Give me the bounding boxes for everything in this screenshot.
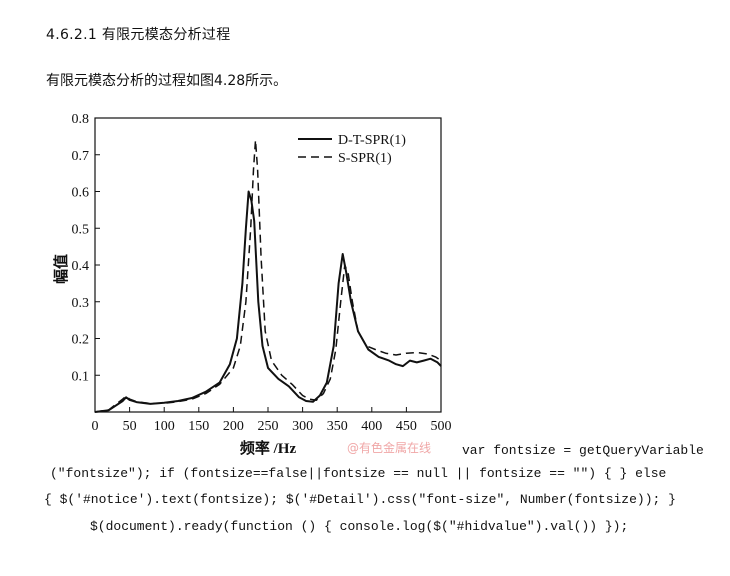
y-tick-label: 0.4 <box>72 259 90 274</box>
code-line-3: { $('#notice').text(fontsize); $('#Detai… <box>44 492 676 507</box>
y-tick-label: 0.5 <box>72 222 90 237</box>
legend-label-dtspr: D-T-SPR(1) <box>338 133 406 148</box>
y-tick-label: 0.8 <box>72 112 90 127</box>
section-heading: 4.6.2.1 有限元模态分析过程 <box>46 27 231 43</box>
x-axis-ticks: 0 50 100 150 200 250 300 350 400 450 500 <box>92 407 452 434</box>
y-axis-ticks: 0.1 0.2 0.3 0.4 0.5 0.6 0.7 0.8 <box>72 112 100 384</box>
x-tick-label: 500 <box>431 419 452 434</box>
x-tick-label: 0 <box>92 419 99 434</box>
x-tick-label: 150 <box>188 419 209 434</box>
x-tick-label: 50 <box>123 419 137 434</box>
x-tick-label: 450 <box>396 419 417 434</box>
y-tick-label: 0.2 <box>72 333 90 348</box>
legend-label-sspr: S-SPR(1) <box>338 151 392 166</box>
series-line-1 <box>94 190 442 413</box>
y-tick-label: 0.7 <box>72 149 90 164</box>
intro-paragraph: 有限元模态分析的过程如图4.28所示。 <box>46 73 288 89</box>
amplitude-frequency-chart: 0 50 100 150 200 250 300 350 400 450 500 0.1 0.2 0.3… <box>52 112 452 457</box>
series-line-2 <box>94 139 442 413</box>
y-axis-label: 幅值 <box>52 254 70 284</box>
y-tick-label: 0.3 <box>72 296 90 311</box>
x-tick-label: 200 <box>223 419 244 434</box>
watermark: @有色金属在线 <box>347 441 432 455</box>
y-tick-label: 0.6 <box>72 186 90 201</box>
series-layer <box>94 139 442 413</box>
x-tick-label: 250 <box>258 419 279 434</box>
y-tick-label: 0.1 <box>72 369 90 384</box>
code-line-4: $(document).ready(function () { console.… <box>90 519 629 534</box>
x-axis-label: 频率 /Hz <box>240 439 297 457</box>
legend: D-T-SPR(1) S-SPR(1) <box>298 133 406 166</box>
x-tick-label: 400 <box>361 419 382 434</box>
x-tick-label: 350 <box>327 419 348 434</box>
x-tick-label: 100 <box>154 419 175 434</box>
code-line-2: ("fontsize"); if (fontsize==false||fonts… <box>50 466 667 481</box>
x-tick-label: 300 <box>292 419 313 434</box>
code-line-1: var fontsize = getQueryVariable <box>462 443 704 458</box>
